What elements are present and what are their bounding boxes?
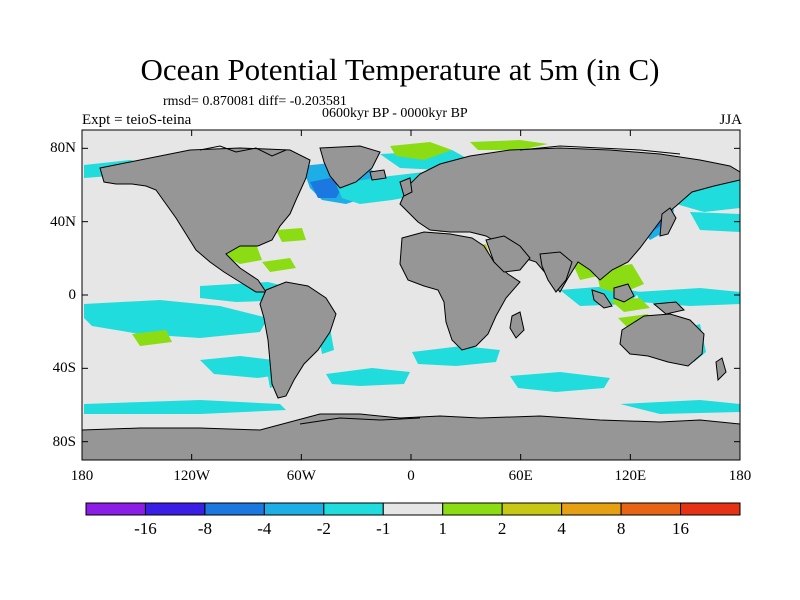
lon-label: 180: [728, 468, 752, 484]
colorbar-label: -2: [316, 519, 331, 538]
colorbar-box-1: [144, 502, 206, 516]
anomaly-south-atlantic: [326, 368, 410, 386]
land-india: [539, 251, 573, 293]
period-text: 0600kyr BP - 0000kyr BP: [322, 106, 468, 121]
map-area: [82, 130, 740, 460]
colorbar: [85, 502, 741, 516]
anomaly-south-pacific-subtropic: [132, 330, 172, 346]
colorbar-label: 8: [616, 519, 626, 538]
colorbar-label: 2: [497, 519, 507, 538]
colorbar-label: 16: [672, 519, 690, 538]
coastline-siberian-arctic: [519, 145, 681, 155]
land-eurasia: [399, 147, 740, 293]
experiment-label: Expt = teioS-teina: [82, 112, 192, 128]
colorbar-box-5: [382, 502, 444, 516]
colorbar-label: 4: [557, 519, 566, 538]
colorbar-box-0: [85, 502, 146, 516]
colorbar-box-9: [620, 502, 682, 516]
anomaly-caribbean: [262, 258, 296, 272]
anomaly-southern-ocean-pacific: [84, 400, 286, 414]
anomaly-indian-south: [412, 346, 500, 366]
colorbar-label: -8: [197, 519, 212, 538]
colorbar-box-4: [323, 502, 384, 516]
lat-label: 40N: [50, 213, 76, 230]
land-antarctica: [82, 413, 740, 460]
land-iceland: [369, 169, 387, 181]
colorbar-box-7: [501, 502, 563, 516]
anomaly-south-pacific-band: [84, 300, 268, 338]
land-madagascar: [509, 311, 525, 339]
anomaly-arctic-strip: [470, 140, 548, 150]
land-greenland: [319, 145, 381, 189]
land-new-zealand: [715, 357, 727, 382]
colorbar-box-3: [263, 502, 325, 516]
land-north-america: [99, 147, 311, 293]
land-africa: [399, 231, 521, 351]
land-sumatra: [591, 289, 613, 309]
coastline-canadian-archipelago: [199, 145, 287, 157]
coastline-details: [199, 145, 681, 425]
anomaly-barents-sea: [390, 142, 452, 160]
anomaly-indonesia: [610, 298, 650, 312]
colorbar-label: 1: [438, 519, 447, 538]
longitude-ticks: [81, 130, 741, 460]
stats-text: rmsd= 0.870081 diff= -0.203581: [163, 94, 347, 109]
colorbar-box-6: [442, 502, 503, 516]
lat-label: 80S: [52, 433, 76, 450]
lon-label: 0: [407, 468, 415, 484]
colorbar-label: -4: [257, 519, 272, 538]
land-british-isles: [399, 177, 413, 197]
lon-label: 180: [70, 468, 94, 484]
anomaly-north-pacific-subtropic: [276, 228, 306, 242]
land-south-america: [259, 281, 337, 399]
plot-title: Ocean Potential Temperature at 5m (in C): [140, 52, 660, 87]
lon-label: 60E: [508, 468, 533, 484]
land-japan: [659, 207, 677, 237]
colorbar-label: -1: [376, 519, 391, 538]
latitude-ticks: [82, 147, 740, 443]
anomaly-western-pacific-equatorial: [636, 288, 740, 306]
colorbar-label: -16: [134, 519, 157, 538]
lat-label: 80N: [50, 140, 76, 157]
colorbar-box-10: [680, 502, 741, 516]
lon-label: 120W: [173, 468, 210, 484]
land-masses: [82, 145, 740, 460]
anomaly-labrador-deep: [310, 178, 342, 198]
anomaly-north-pacific-band: [690, 212, 740, 232]
lon-label: 120E: [614, 468, 647, 484]
colorbar-box-2: [204, 502, 265, 516]
lon-label: 60W: [286, 468, 316, 484]
anomaly-southern-ocean-indian: [620, 400, 740, 414]
land-new-guinea: [652, 301, 685, 315]
coastline-ross-shelf: [299, 417, 421, 425]
lat-label: 0: [68, 287, 77, 303]
land-arabia: [485, 235, 531, 273]
land-borneo: [613, 283, 635, 303]
colorbar-box-8: [561, 502, 622, 516]
lat-label: 40S: [52, 360, 76, 377]
anomaly-indian-southeast: [510, 372, 610, 392]
season-label: JJA: [719, 112, 742, 128]
